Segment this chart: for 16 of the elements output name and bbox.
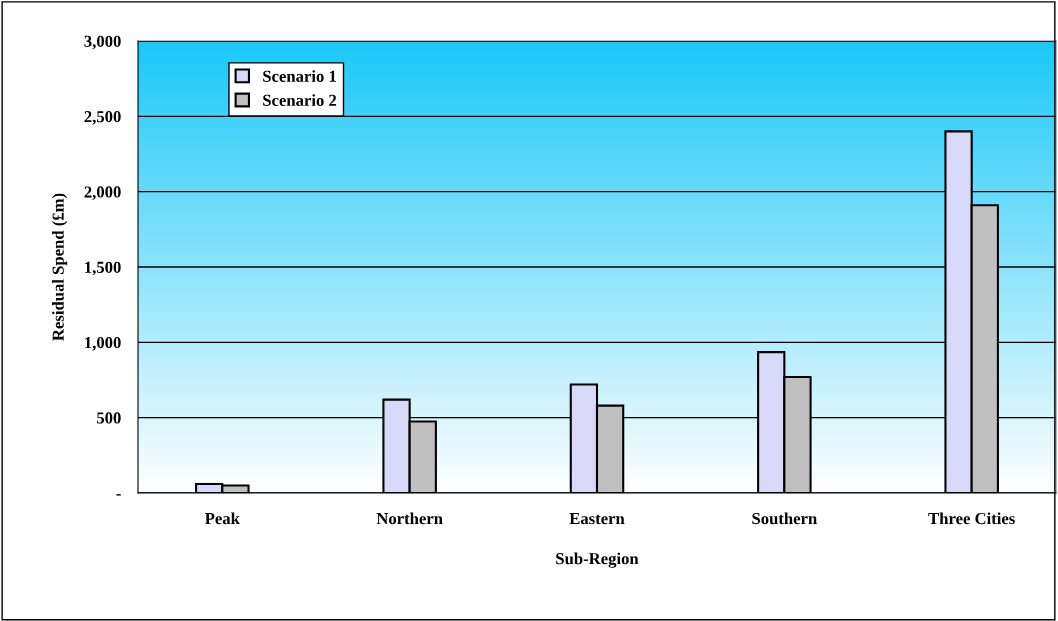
legend-label: Scenario 1	[263, 70, 336, 82]
y-axis-title: Residual Spend (£m)	[52, 193, 68, 341]
x-tick-label: Eastern	[569, 513, 625, 525]
y-tick-label: 500	[97, 412, 121, 424]
y-tick-label: 2,000	[84, 186, 121, 201]
y-tick-label: 3,000	[84, 35, 121, 50]
y-tick-label: -	[116, 494, 121, 496]
x-axis-title: Sub-Region	[556, 552, 639, 568]
y-tick-label: 1,500	[85, 261, 121, 276]
x-tick-label: Three Cities	[928, 512, 1015, 525]
x-tick-label: Peak	[205, 512, 240, 525]
legend-label: Scenario 2	[263, 94, 337, 106]
x-tick-label: Southern	[752, 512, 817, 525]
y-tick-label: 2,500	[84, 111, 121, 125]
y-tick-label: 1,000	[85, 337, 121, 351]
x-tick-label: Northern	[376, 512, 443, 525]
